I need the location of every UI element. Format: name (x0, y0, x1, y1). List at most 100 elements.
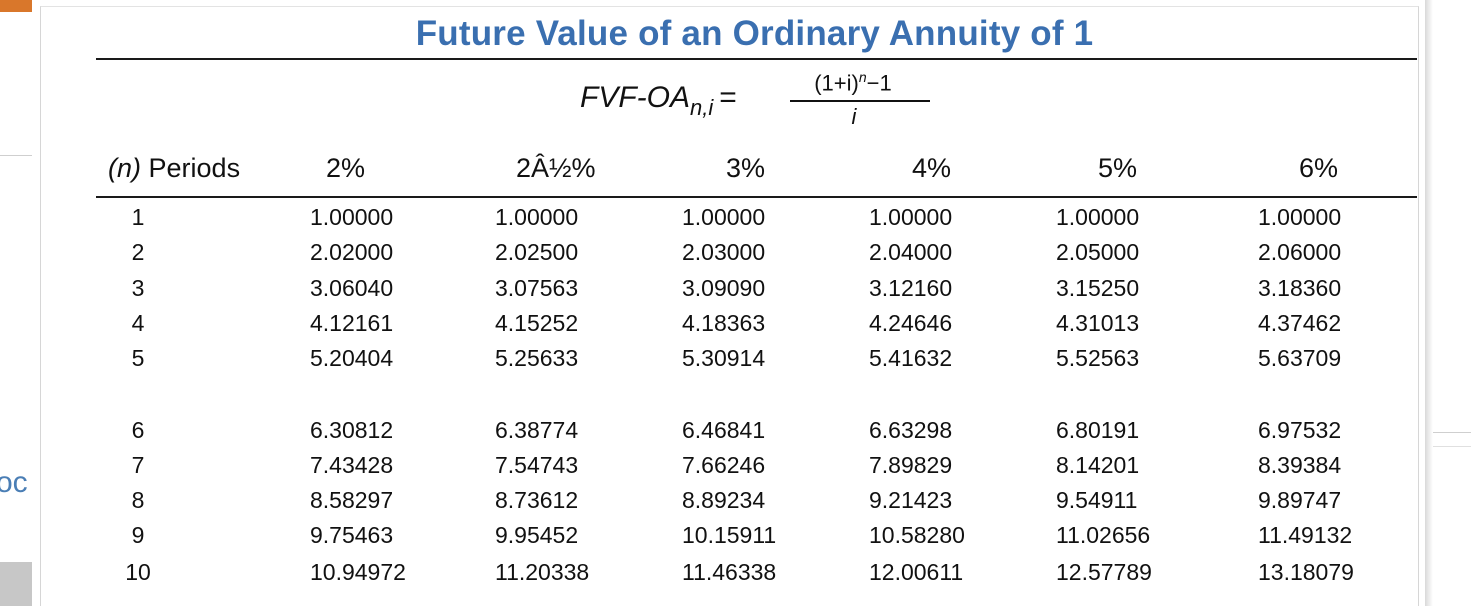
period-number: 1 (131, 204, 145, 230)
table-cell: 4.24646 (869, 310, 953, 336)
title-rule (96, 58, 1417, 60)
formula-lhs: FVF-OAn,i = (580, 80, 737, 120)
period-number: 5 (131, 345, 145, 371)
table-cell: 6.63298 (869, 417, 953, 443)
table-cell: 9.75463 (310, 522, 394, 548)
period-number: 4 (131, 310, 145, 336)
table-cell: 5.30914 (682, 345, 766, 371)
table-cell: 5.52563 (1056, 345, 1140, 371)
rate-column-header: 4% (912, 153, 952, 183)
table-cell: 2.02500 (495, 239, 579, 265)
rate-column-header: 6% (1299, 153, 1339, 183)
panel-border (40, 6, 1419, 606)
formula-fraction-bar (790, 100, 930, 102)
formula-numerator-tail: −1 (866, 70, 892, 96)
table-cell: 6.30812 (310, 417, 394, 443)
table-cell: 5.63709 (1258, 345, 1342, 371)
annuity-table-panel: Future Value of an Ordinary Annuity of 1… (32, 0, 1425, 606)
period-number: 9 (131, 522, 145, 548)
table-cell: 8.14201 (1056, 452, 1140, 478)
rate-column-header: 2Â½% (516, 153, 596, 183)
table-cell: 1.00000 (682, 204, 766, 230)
periods-column-header: (n) Periods (108, 152, 240, 184)
table-cell: 9.54911 (1056, 487, 1138, 513)
table-title: Future Value of an Ordinary Annuity of 1 (415, 14, 1094, 53)
formula-numerator: (1+i)n−1 (784, 64, 922, 96)
table-cell: 4.37462 (1258, 310, 1342, 336)
table-cell: 9.89747 (1258, 487, 1342, 513)
table-cell: 5.25633 (495, 345, 579, 371)
divider-line (0, 155, 32, 156)
rate-column-header: 2% (326, 153, 366, 183)
table-cell: 3.07563 (495, 275, 579, 301)
divider-line (1433, 432, 1471, 433)
table-cell: 11.49132 (1258, 522, 1353, 548)
orange-tab-marker (0, 0, 32, 12)
divider-line (1433, 446, 1471, 447)
table-cell: 4.15252 (495, 310, 579, 336)
formula-numerator-exponent: n (858, 69, 867, 85)
table-cell: 2.03000 (682, 239, 766, 265)
table-cell: 10.58280 (869, 522, 965, 548)
formula-equals: = (719, 81, 737, 114)
background-right-strip (1425, 0, 1471, 606)
table-cell: 1.00000 (1258, 204, 1342, 230)
table-cell: 2.05000 (1056, 239, 1140, 265)
table-cell: 3.09090 (682, 275, 766, 301)
table-cell: 9.95452 (495, 522, 579, 548)
background-gray-block (0, 562, 32, 606)
table-cell: 7.43428 (310, 452, 394, 478)
table-cell: 13.18079 (1258, 559, 1354, 585)
panel-shadow (1425, 0, 1433, 606)
period-number: 2 (131, 239, 145, 265)
header-rule (96, 196, 1417, 198)
table-cell: 1.00000 (495, 204, 579, 230)
table-cell: 2.02000 (310, 239, 394, 265)
table-cell: 1.00000 (1056, 204, 1140, 230)
table-cell: 10.94972 (310, 559, 406, 585)
table-cell: 2.04000 (869, 239, 953, 265)
table-cell: 10.15911 (682, 522, 777, 548)
table-cell: 3.12160 (869, 275, 953, 301)
table-cell: 6.80191 (1056, 417, 1140, 443)
formula-lhs-main: FVF-OA (580, 81, 690, 114)
table-cell: 1.00000 (869, 204, 953, 230)
period-number: 10 (125, 559, 151, 585)
period-number: 7 (131, 452, 145, 478)
table-cell: 11.46338 (682, 559, 777, 585)
table-cell: 8.89234 (682, 487, 766, 513)
table-cell: 4.18363 (682, 310, 766, 336)
table-cell: 2.06000 (1258, 239, 1342, 265)
periods-header-label: Periods (148, 153, 241, 183)
table-cell: 3.06040 (310, 275, 394, 301)
table-cell: 1.00000 (310, 204, 394, 230)
background-left-strip: oc (0, 0, 32, 606)
table-cell: 8.73612 (495, 487, 579, 513)
table-cell: 9.21423 (869, 487, 953, 513)
table-cell: 6.97532 (1258, 417, 1342, 443)
table-cell: 6.38774 (495, 417, 579, 443)
table-cell: 4.12161 (310, 310, 394, 336)
table-cell: 6.46841 (682, 417, 766, 443)
table-cell: 7.66246 (682, 452, 766, 478)
formula-lhs-subscript: n,i (690, 95, 714, 120)
table-cell: 5.41632 (869, 345, 953, 371)
table-cell: 12.57789 (1056, 559, 1152, 585)
period-number: 8 (131, 487, 145, 513)
periods-header-n: (n) (108, 153, 141, 183)
background-text-fragment: oc (0, 466, 28, 499)
table-cell: 3.15250 (1056, 275, 1140, 301)
period-number: 3 (131, 275, 145, 301)
rate-column-header: 5% (1098, 153, 1138, 183)
table-cell: 4.31013 (1056, 310, 1140, 336)
table-cell: 3.18360 (1258, 275, 1342, 301)
table-cell: 8.58297 (310, 487, 394, 513)
table-cell: 8.39384 (1258, 452, 1342, 478)
table-cell: 5.20404 (310, 345, 394, 371)
table-cell: 11.02656 (1056, 522, 1151, 548)
table-cell: 7.89829 (869, 452, 953, 478)
table-cell: 11.20338 (495, 559, 590, 585)
table-cell: 12.00611 (869, 559, 964, 585)
formula-denominator: i (851, 104, 857, 129)
rate-column-header: 3% (726, 153, 766, 183)
